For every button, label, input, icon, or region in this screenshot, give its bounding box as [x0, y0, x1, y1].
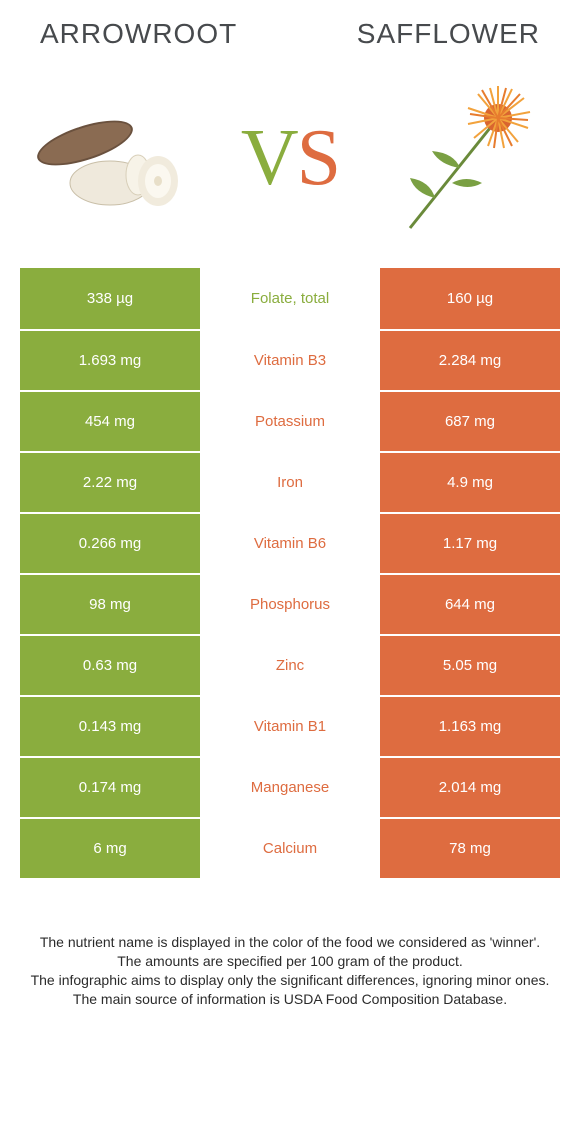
- safflower-illustration: [380, 83, 550, 233]
- nutrient-name: Vitamin B3: [200, 331, 380, 390]
- left-value: 338 µg: [20, 268, 200, 329]
- table-row: 338 µgFolate, total160 µg: [20, 268, 560, 329]
- right-value: 687 mg: [380, 392, 560, 451]
- footer-line: The nutrient name is displayed in the co…: [28, 933, 552, 952]
- footer-line: The infographic aims to display only the…: [28, 971, 552, 990]
- nutrient-name: Iron: [200, 453, 380, 512]
- left-value: 0.63 mg: [20, 636, 200, 695]
- table-row: 0.174 mgManganese2.014 mg: [20, 756, 560, 817]
- left-value: 0.143 mg: [20, 697, 200, 756]
- footer-line: The main source of information is USDA F…: [28, 990, 552, 1009]
- table-row: 98 mgPhosphorus644 mg: [20, 573, 560, 634]
- left-value: 1.693 mg: [20, 331, 200, 390]
- image-row: VS: [0, 58, 580, 268]
- nutrient-name: Vitamin B6: [200, 514, 380, 573]
- nutrient-table: 338 µgFolate, total160 µg1.693 mgVitamin…: [20, 268, 560, 878]
- right-value: 78 mg: [380, 819, 560, 878]
- left-value: 0.174 mg: [20, 758, 200, 817]
- footer-line: The amounts are specified per 100 gram o…: [28, 952, 552, 971]
- footer-notes: The nutrient name is displayed in the co…: [0, 878, 580, 1009]
- right-value: 5.05 mg: [380, 636, 560, 695]
- title-left: Arrowroot: [40, 18, 237, 50]
- table-row: 0.63 mgZinc5.05 mg: [20, 634, 560, 695]
- vs-s: S: [297, 114, 340, 202]
- left-value: 98 mg: [20, 575, 200, 634]
- left-value: 2.22 mg: [20, 453, 200, 512]
- vs-label: VS: [241, 113, 339, 204]
- left-value: 6 mg: [20, 819, 200, 878]
- nutrient-name: Folate, total: [200, 268, 380, 329]
- nutrient-name: Vitamin B1: [200, 697, 380, 756]
- left-value: 454 mg: [20, 392, 200, 451]
- nutrient-name: Phosphorus: [200, 575, 380, 634]
- header-titles: Arrowroot Safflower: [0, 0, 580, 58]
- table-row: 2.22 mgIron4.9 mg: [20, 451, 560, 512]
- arrowroot-illustration: [30, 83, 200, 233]
- right-value: 160 µg: [380, 268, 560, 329]
- table-row: 454 mgPotassium687 mg: [20, 390, 560, 451]
- left-value: 0.266 mg: [20, 514, 200, 573]
- table-row: 1.693 mgVitamin B32.284 mg: [20, 329, 560, 390]
- right-value: 4.9 mg: [380, 453, 560, 512]
- title-right: Safflower: [357, 18, 540, 50]
- right-value: 1.17 mg: [380, 514, 560, 573]
- nutrient-name: Potassium: [200, 392, 380, 451]
- vs-v: V: [241, 114, 297, 202]
- table-row: 0.143 mgVitamin B11.163 mg: [20, 695, 560, 756]
- nutrient-name: Zinc: [200, 636, 380, 695]
- table-row: 6 mgCalcium78 mg: [20, 817, 560, 878]
- right-value: 2.284 mg: [380, 331, 560, 390]
- nutrient-name: Manganese: [200, 758, 380, 817]
- right-value: 1.163 mg: [380, 697, 560, 756]
- right-value: 2.014 mg: [380, 758, 560, 817]
- nutrient-name: Calcium: [200, 819, 380, 878]
- right-value: 644 mg: [380, 575, 560, 634]
- table-row: 0.266 mgVitamin B61.17 mg: [20, 512, 560, 573]
